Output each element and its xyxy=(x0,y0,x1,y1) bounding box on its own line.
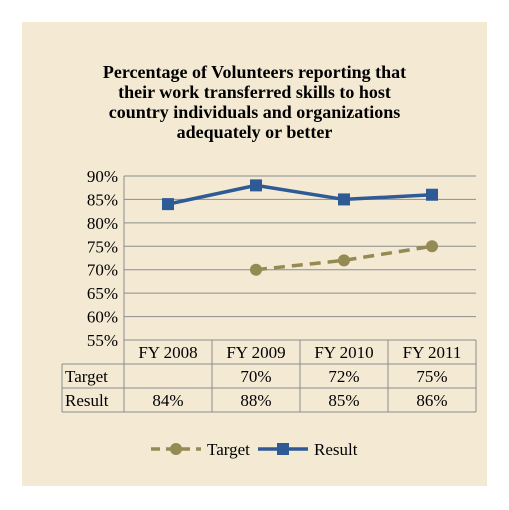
row-label-result: Result xyxy=(65,391,109,410)
data-point-result xyxy=(162,198,174,211)
title-line-1: Percentage of Volunteers reporting that xyxy=(102,62,407,82)
data-label: 70% xyxy=(240,367,271,386)
y-tick-label: 75% xyxy=(87,237,118,256)
title-line-4: adequately or better xyxy=(176,122,333,142)
data-label: 85% xyxy=(328,391,359,410)
data-point-result xyxy=(426,188,438,201)
data-label: 75% xyxy=(416,367,447,386)
y-tick-label: 85% xyxy=(87,190,118,209)
chart-panel xyxy=(22,22,487,486)
data-point-target xyxy=(250,263,262,276)
data-point-target xyxy=(338,254,350,267)
y-axis-ticks: 90% 85% 80% 75% 70% 65% 60% 55% xyxy=(87,167,118,350)
chart-title: Percentage of Volunteers reporting that … xyxy=(22,62,487,142)
y-tick-label: 70% xyxy=(87,261,118,280)
legend: Target Result xyxy=(151,440,358,459)
data-label: 72% xyxy=(328,367,359,386)
data-point-result xyxy=(250,179,262,192)
y-tick-label: 55% xyxy=(87,331,118,350)
series-line-target xyxy=(255,244,433,272)
legend-marker xyxy=(170,443,182,455)
y-tick-label: 65% xyxy=(87,284,118,303)
title-line-3: country individuals and organizations xyxy=(108,102,401,122)
category-label: FY 2011 xyxy=(403,343,462,362)
y-tick-label: 90% xyxy=(87,167,118,186)
data-label: 86% xyxy=(416,391,447,410)
y-tick-label: 80% xyxy=(87,214,118,233)
legend-label-result: Result xyxy=(314,440,358,459)
series-lines xyxy=(162,179,438,276)
y-tick-label: 60% xyxy=(87,308,118,327)
row-label-target: Target xyxy=(65,367,108,386)
legend-label-target: Target xyxy=(207,440,250,459)
data-table: FY 2008 FY 2009 FY 2010 FY 2011 Target 70% 72%… xyxy=(61,339,477,413)
data-label: 88% xyxy=(240,391,271,410)
data-point-result xyxy=(338,193,350,206)
data-point-target xyxy=(426,240,438,253)
title-line-2: their work transferred skills to host xyxy=(118,82,391,102)
category-label: FY 2008 xyxy=(138,343,197,362)
series-line-result xyxy=(167,183,433,206)
category-label: FY 2009 xyxy=(226,343,285,362)
legend-marker xyxy=(277,443,289,455)
category-label: FY 2010 xyxy=(314,343,373,362)
data-label: 84% xyxy=(152,391,183,410)
